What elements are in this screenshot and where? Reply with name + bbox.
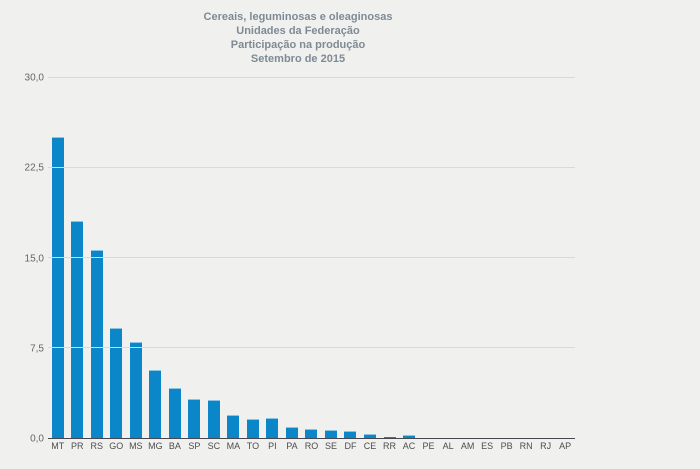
x-axis-tick-label-ac: AC (402, 441, 416, 451)
bars-row (48, 78, 575, 438)
y-axis-tick-label: 7,5 (30, 343, 44, 355)
bar-ce[interactable] (364, 434, 376, 438)
bar-slot-ms (126, 78, 146, 438)
x-axis-tick-label-to: TO (246, 441, 260, 451)
bar-slot-al (438, 78, 458, 438)
x-axis-tick-label-se: SE (324, 441, 337, 451)
chart-title-line-1: Cereais, leguminosas e oleaginosas (203, 11, 393, 23)
bar-ma[interactable] (227, 415, 240, 438)
bar-df[interactable] (344, 431, 357, 438)
plot-area (48, 77, 575, 439)
bar-slot-mt (48, 78, 68, 438)
y-axis-tick-label: 15,0 (24, 253, 44, 264)
y-axis-tick-label: 30,0 (24, 72, 44, 84)
x-axis-tick-label-es: ES (481, 441, 494, 451)
bar-slot-rj (536, 78, 556, 438)
x-axis-tick-label-ms: MS (129, 441, 143, 451)
bar-slot-ma (224, 78, 244, 438)
bar-slot-pi (263, 78, 283, 438)
gridline (48, 257, 575, 258)
bar-rr[interactable] (383, 437, 396, 438)
bar-slot-pa (282, 78, 302, 438)
x-axis-tick-label-mg: MG (148, 441, 163, 451)
x-axis-tick-label-rn: RN (519, 441, 533, 451)
bar-ba[interactable] (168, 388, 181, 438)
bar-ro[interactable] (305, 429, 318, 438)
gridline (48, 347, 575, 348)
bar-pi[interactable] (266, 418, 279, 438)
bar-slot-am (458, 78, 478, 438)
bar-slot-pb (497, 78, 517, 438)
x-axis-tick-label-df: DF (344, 441, 357, 451)
bar-pa[interactable] (285, 427, 298, 438)
y-axis-tick-label: 22,5 (24, 162, 44, 174)
x-axis-tick-label-al: AL (442, 441, 454, 451)
bar-ac[interactable] (403, 435, 416, 438)
x-axis-tick-label-ap: AP (559, 441, 572, 451)
bar-ms[interactable] (129, 342, 142, 438)
x-axis-tick-label-pe: PE (422, 441, 435, 451)
chart-title-line-4: Setembro de 2015 (250, 53, 346, 65)
chart-widget: Cereais, leguminosas e oleaginosas Unida… (0, 10, 596, 451)
bar-slot-ba (165, 78, 185, 438)
chart-title-line-2: Unidades da Federação (236, 25, 360, 37)
bar-slot-sp (185, 78, 205, 438)
x-axis-tick-label-rr: RR (383, 441, 397, 451)
x-axis-tick-label-pi: PI (268, 441, 277, 451)
y-axis-tick-label: 0,0 (30, 433, 44, 445)
x-axis-tick-label-pb: PB (500, 441, 513, 451)
bar-slot-go (107, 78, 127, 438)
bar-mg[interactable] (149, 370, 162, 438)
x-axis-tick-label-sc: SC (207, 441, 221, 451)
bar-rs[interactable] (90, 250, 103, 438)
chart-title-block: Cereais, leguminosas e oleaginosas Unida… (0, 10, 596, 66)
bar-slot-to (243, 78, 263, 438)
bar-slot-pe (419, 78, 439, 438)
bar-slot-rn (516, 78, 536, 438)
bar-slot-ac (399, 78, 419, 438)
x-axis-tick-label-sp: SP (188, 441, 201, 451)
bar-slot-pr (68, 78, 88, 438)
bar-mt[interactable] (51, 137, 64, 438)
bar-slot-mg (146, 78, 166, 438)
x-axis-tick-label-ma: MA (226, 441, 241, 451)
x-axis-tick-label-am: AM (460, 441, 475, 451)
bar-slot-ce (360, 78, 380, 438)
bar-sp[interactable] (188, 399, 201, 438)
bar-go[interactable] (110, 328, 123, 438)
x-axis-tick-label-ce: CE (363, 441, 377, 451)
bar-slot-sc (204, 78, 224, 438)
bar-to[interactable] (246, 419, 259, 438)
x-axis-tick-label-ro: RO (304, 441, 319, 451)
x-axis-tick-label-rj: RJ (540, 441, 552, 451)
bar-slot-ap (555, 78, 575, 438)
x-axis: MT PR RS GO MS MG BA SP SC MA TO PI PA RO SE DF CE RR AC PE… (48, 441, 575, 451)
bar-slot-es (477, 78, 497, 438)
chart-title-line-3: Participação na produção (230, 39, 366, 51)
gridline (48, 167, 575, 168)
bar-sc[interactable] (207, 400, 220, 438)
bar-pr[interactable] (71, 221, 84, 438)
bar-slot-se (321, 78, 341, 438)
x-axis-tick-label-rs: RS (90, 441, 104, 451)
x-axis-tick-label-mt: MT (51, 441, 65, 451)
bar-slot-ro (302, 78, 322, 438)
bar-slot-df (341, 78, 361, 438)
bar-slot-rr (380, 78, 400, 438)
y-axis: 0,0 7,5 15,0 22,5 30,0 (0, 73, 44, 445)
x-axis-tick-label-ba: BA (168, 441, 181, 451)
gridline (48, 77, 575, 78)
bar-slot-rs (87, 78, 107, 438)
bar-se[interactable] (324, 430, 337, 438)
x-axis-tick-label-pr: PR (71, 441, 84, 451)
x-axis-tick-label-go: GO (109, 441, 124, 451)
x-axis-tick-label-pa: PA (286, 441, 298, 451)
